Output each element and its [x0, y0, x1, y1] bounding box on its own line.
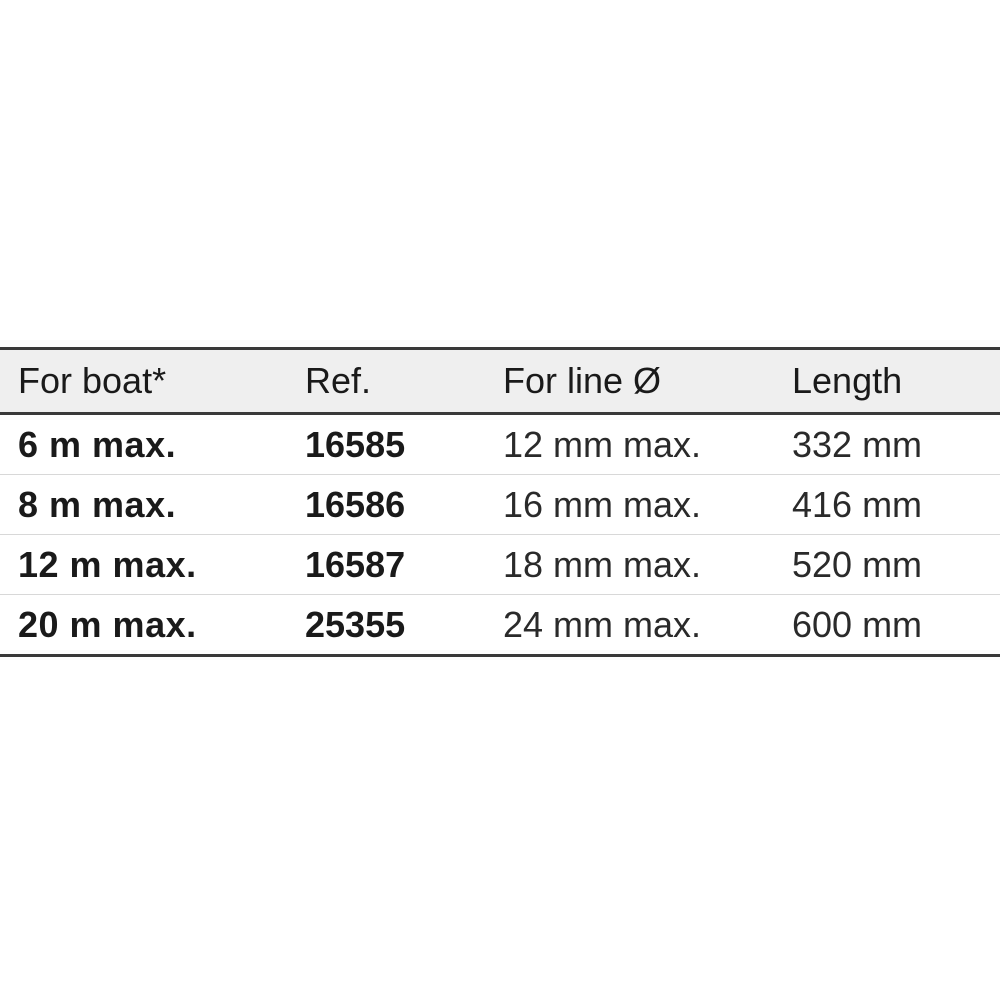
product-table: For boat* Ref. For line Ø Length 6 m max… [0, 347, 1000, 657]
cell-line: 24 mm max. [503, 603, 702, 645]
cell-line: 12 mm max. [503, 423, 702, 465]
cell-length: 416 mm [792, 483, 923, 525]
cell-length: 332 mm [792, 423, 923, 465]
header-length: Length [792, 360, 903, 401]
cell-ref: 16587 [305, 543, 406, 585]
cell-boat: 6 m max. [18, 423, 177, 465]
table-row: 6 m max. 16585 12 mm max. 332 mm [0, 415, 1000, 475]
cell-ref: 16586 [305, 483, 406, 525]
cell-length: 600 mm [792, 603, 923, 645]
cell-ref: 16585 [305, 423, 406, 465]
table-row: 20 m max. 25355 24 mm max. 600 mm [0, 595, 1000, 654]
cell-line: 18 mm max. [503, 543, 702, 585]
header-for-line: For line Ø [503, 360, 662, 401]
cell-length: 520 mm [792, 543, 923, 585]
cell-boat: 12 m max. [18, 543, 197, 585]
cell-boat: 8 m max. [18, 483, 177, 525]
cell-boat: 20 m max. [18, 603, 197, 645]
header-for-boat: For boat* [18, 360, 167, 401]
cell-line: 16 mm max. [503, 483, 702, 525]
table-row: 12 m max. 16587 18 mm max. 520 mm [0, 535, 1000, 595]
cell-ref: 25355 [305, 603, 406, 645]
table-row: 8 m max. 16586 16 mm max. 416 mm [0, 475, 1000, 535]
header-ref: Ref. [305, 360, 372, 401]
table-header: For boat* Ref. For line Ø Length [0, 350, 1000, 415]
